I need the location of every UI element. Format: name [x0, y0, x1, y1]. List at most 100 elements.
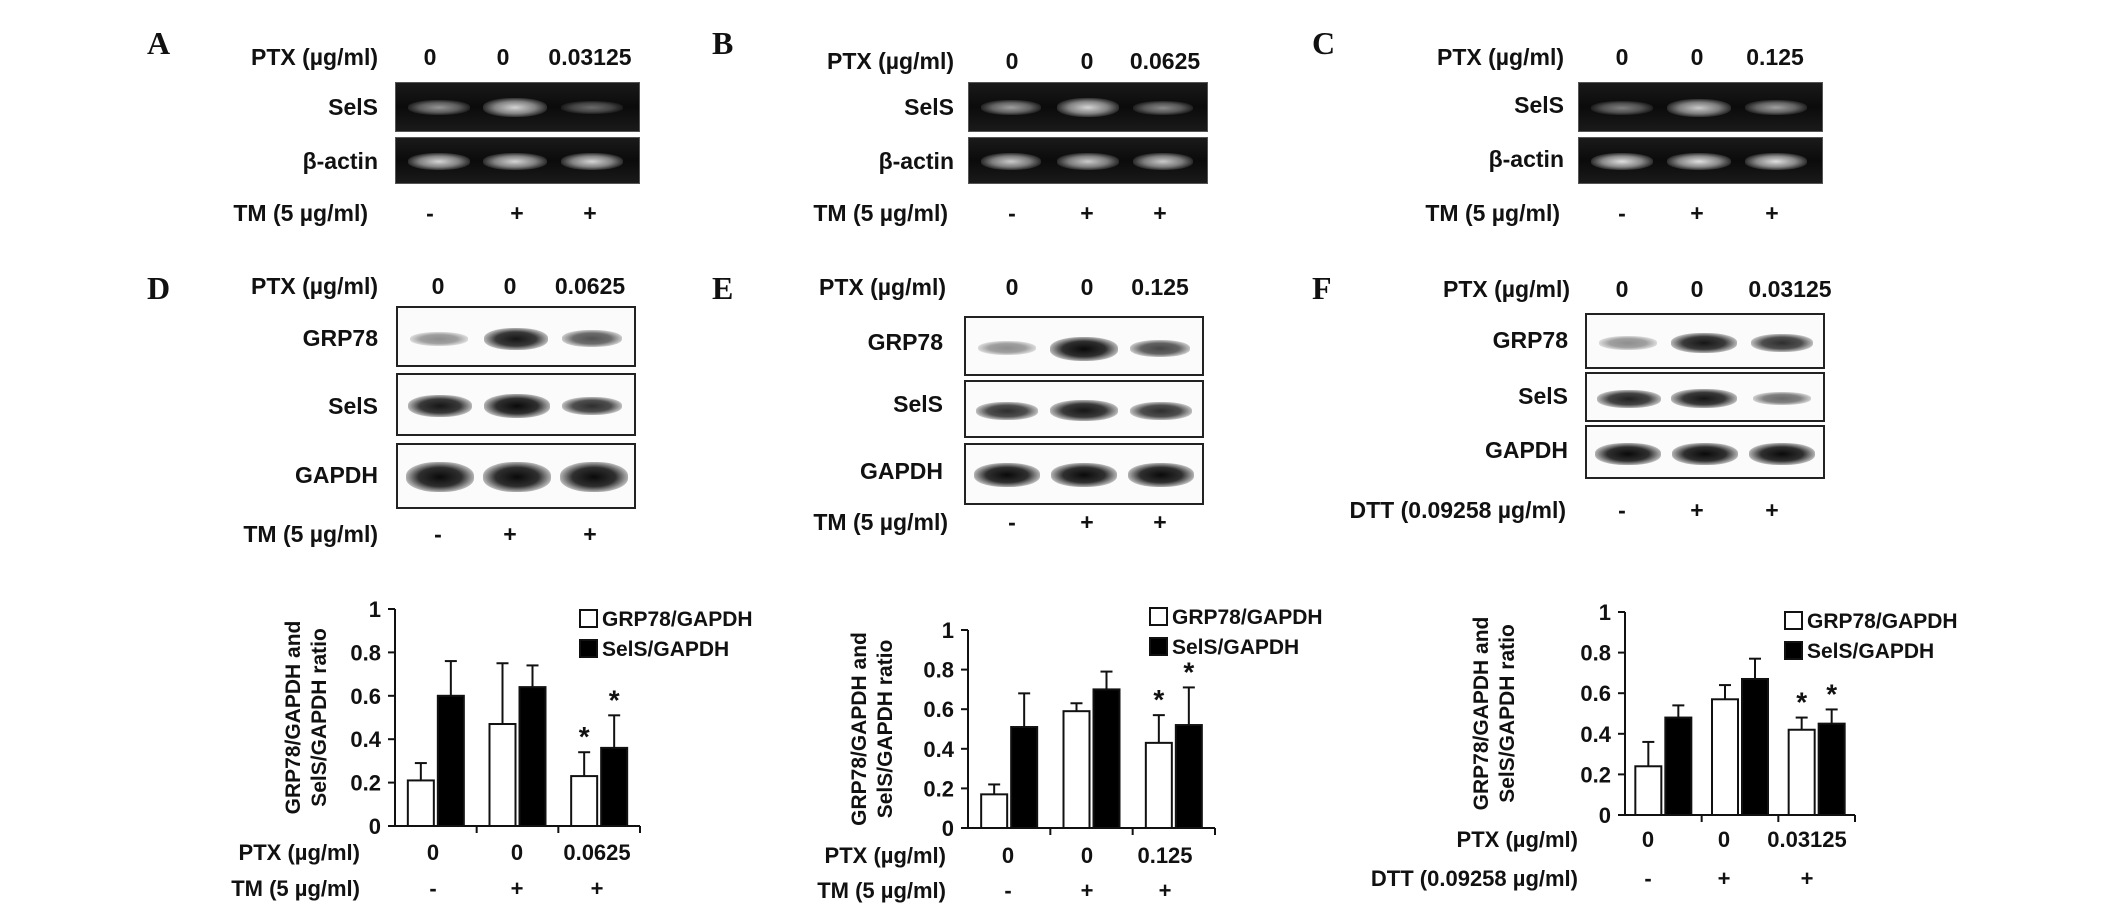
panel-label-e: E [712, 270, 734, 306]
panel-f-ptx-value-1: 0 [1615, 276, 1629, 302]
panel-e-grp78-blot [964, 316, 1204, 376]
panel-label-f: F [1312, 270, 1332, 306]
chart-3-legend-label: GRP78/GAPDH [1807, 610, 1958, 633]
panel-label-d: D [147, 270, 171, 306]
chart-1-bar-grp78 [406, 779, 435, 827]
panel-c-ptx-value-3: 0.125 [1746, 44, 1804, 70]
panel-f-gapdh-blot [1585, 425, 1825, 479]
blot-band [1671, 389, 1737, 408]
chart-3-category-label: 0.03125 [1767, 827, 1847, 852]
chart-2-y-tick-label: 1 [942, 618, 954, 643]
chart-3-category-label: 0 [1642, 827, 1654, 852]
panel-a-sels-gel [395, 82, 640, 132]
chart-1-bar-sels [600, 746, 629, 828]
blot-band [974, 463, 1040, 487]
chart-1-row2-label: TM (5 µg/ml) [231, 876, 360, 901]
blot-band [560, 462, 628, 492]
chart-3-significance-mark: * [1796, 687, 1807, 718]
blot-band [410, 332, 468, 346]
panel-a-ptx-value-3: 0.03125 [548, 44, 632, 70]
panel-e-row-label-grp78: GRP78 [867, 329, 943, 355]
chart-2-row2-value: + [1081, 878, 1094, 903]
panel-e-row-label-sels: SelS [893, 391, 943, 417]
chart-1-legend-swatch [579, 639, 598, 658]
chart-2-bar-sels [1010, 726, 1039, 830]
blot-band [1050, 400, 1118, 421]
gel-band [1591, 153, 1653, 170]
panel-c-row-label-sels: SelS [1514, 92, 1564, 118]
panel-e-tm-value-1: - [1008, 509, 1016, 535]
blot-band [562, 397, 622, 415]
chart-1-legend-label: GRP78/GAPDH [602, 608, 753, 631]
blot-band [1050, 337, 1118, 361]
panel-a-tm-label: TM (5 µg/ml) [233, 200, 368, 226]
chart-3-bar-grp78 [1711, 698, 1739, 816]
chart-1-category-label: 0 [511, 840, 523, 865]
gel-band [1057, 153, 1119, 170]
chart-1-y-tick-label: 0 [369, 814, 381, 839]
panel-e-row-label-gapdh: GAPDH [859, 458, 943, 484]
gel-band [981, 153, 1041, 170]
panel-c-sels-gel [1578, 82, 1823, 132]
chart-2-legend-label: SelS/GAPDH [1172, 636, 1299, 659]
chart-3-bar-sels [1741, 677, 1769, 816]
chart-2-y-tick-label: 0.8 [923, 658, 954, 683]
panel-e-ptx-label: PTX (µg/ml) [819, 274, 946, 300]
panel-f-dtt-label: DTT (0.09258 µg/ml) [1349, 497, 1566, 523]
chart-1-y-axis-label: GRP78/GAPDH and SelS/GAPDH ratio [282, 621, 331, 815]
chart-2-bar-sels [1092, 688, 1121, 830]
blot-band [1671, 333, 1737, 353]
blot-band [484, 394, 550, 418]
gel-band [408, 153, 470, 170]
chart-3-bar-grp78 [1787, 728, 1816, 816]
gel-band [408, 100, 470, 115]
chart-1-row1-label: PTX (µg/ml) [239, 840, 360, 865]
chart-2-legend-swatch [1149, 637, 1168, 656]
blot-band [483, 462, 551, 492]
chart-2-legend-label: GRP78/GAPDH [1172, 606, 1323, 629]
chart-1-y-tick-label: 0.8 [350, 640, 381, 665]
panel-c-row-label-actin: β-actin [1488, 146, 1564, 172]
chart-1-row2-value: + [511, 876, 524, 901]
gel-band [1591, 101, 1653, 115]
panel-b-ptx-value-3: 0.0625 [1129, 48, 1201, 74]
panel-label-a: A [147, 25, 171, 61]
chart-3-row2-value: + [1718, 866, 1731, 891]
chart-3-bar-sels [1817, 722, 1846, 817]
gel-band [1745, 100, 1807, 115]
panel-e-tm-value-3: + [1153, 509, 1167, 535]
chart-2-y-tick-label: 0.2 [923, 776, 954, 801]
chart-2-bar-sels [1174, 724, 1203, 829]
gel-band [1133, 101, 1193, 115]
panel-a-tm-value-1: - [426, 200, 434, 226]
chart-3-significance-mark: * [1826, 678, 1837, 709]
chart-3-row2-value: + [1801, 866, 1814, 891]
chart-3-row2-value: - [1644, 866, 1651, 891]
panel-a-ptx-value-1: 0 [423, 44, 437, 70]
chart-3-legend-swatch [1784, 641, 1803, 660]
chart-3-legend-swatch [1784, 611, 1803, 630]
blot-band [1672, 443, 1738, 465]
panel-b-row-label-sels: SelS [904, 94, 954, 120]
panel-c-ptx-label: PTX (µg/ml) [1437, 44, 1564, 70]
chart-2-significance-mark: * [1153, 684, 1164, 715]
panel-f-sels-blot [1585, 372, 1825, 422]
chart-3-y-tick-label: 0.2 [1580, 762, 1611, 787]
chart-2-y-tick-label: 0 [942, 816, 954, 841]
chart-3-row2-label: DTT (0.09258 µg/ml) [1371, 866, 1578, 891]
panel-c-tm-label: TM (5 µg/ml) [1425, 200, 1560, 226]
panel-e-sels-blot [964, 380, 1204, 438]
blot-band [1751, 334, 1813, 352]
panel-d-ptx-value-2: 0 [503, 273, 517, 299]
chart-1-bar-grp78 [488, 723, 517, 828]
panel-d-tm-value-1: - [434, 521, 442, 547]
panel-f-grp78-blot [1585, 313, 1825, 369]
gel-band [1745, 153, 1807, 170]
panel-a-actin-gel [395, 137, 640, 184]
chart-1-y-tick-label: 0.2 [350, 771, 381, 796]
gel-band [483, 153, 547, 170]
panel-b-tm-label: TM (5 µg/ml) [813, 200, 948, 226]
panel-f-ptx-value-2: 0 [1690, 276, 1704, 302]
blot-band [976, 402, 1038, 420]
blot-band [406, 462, 474, 492]
